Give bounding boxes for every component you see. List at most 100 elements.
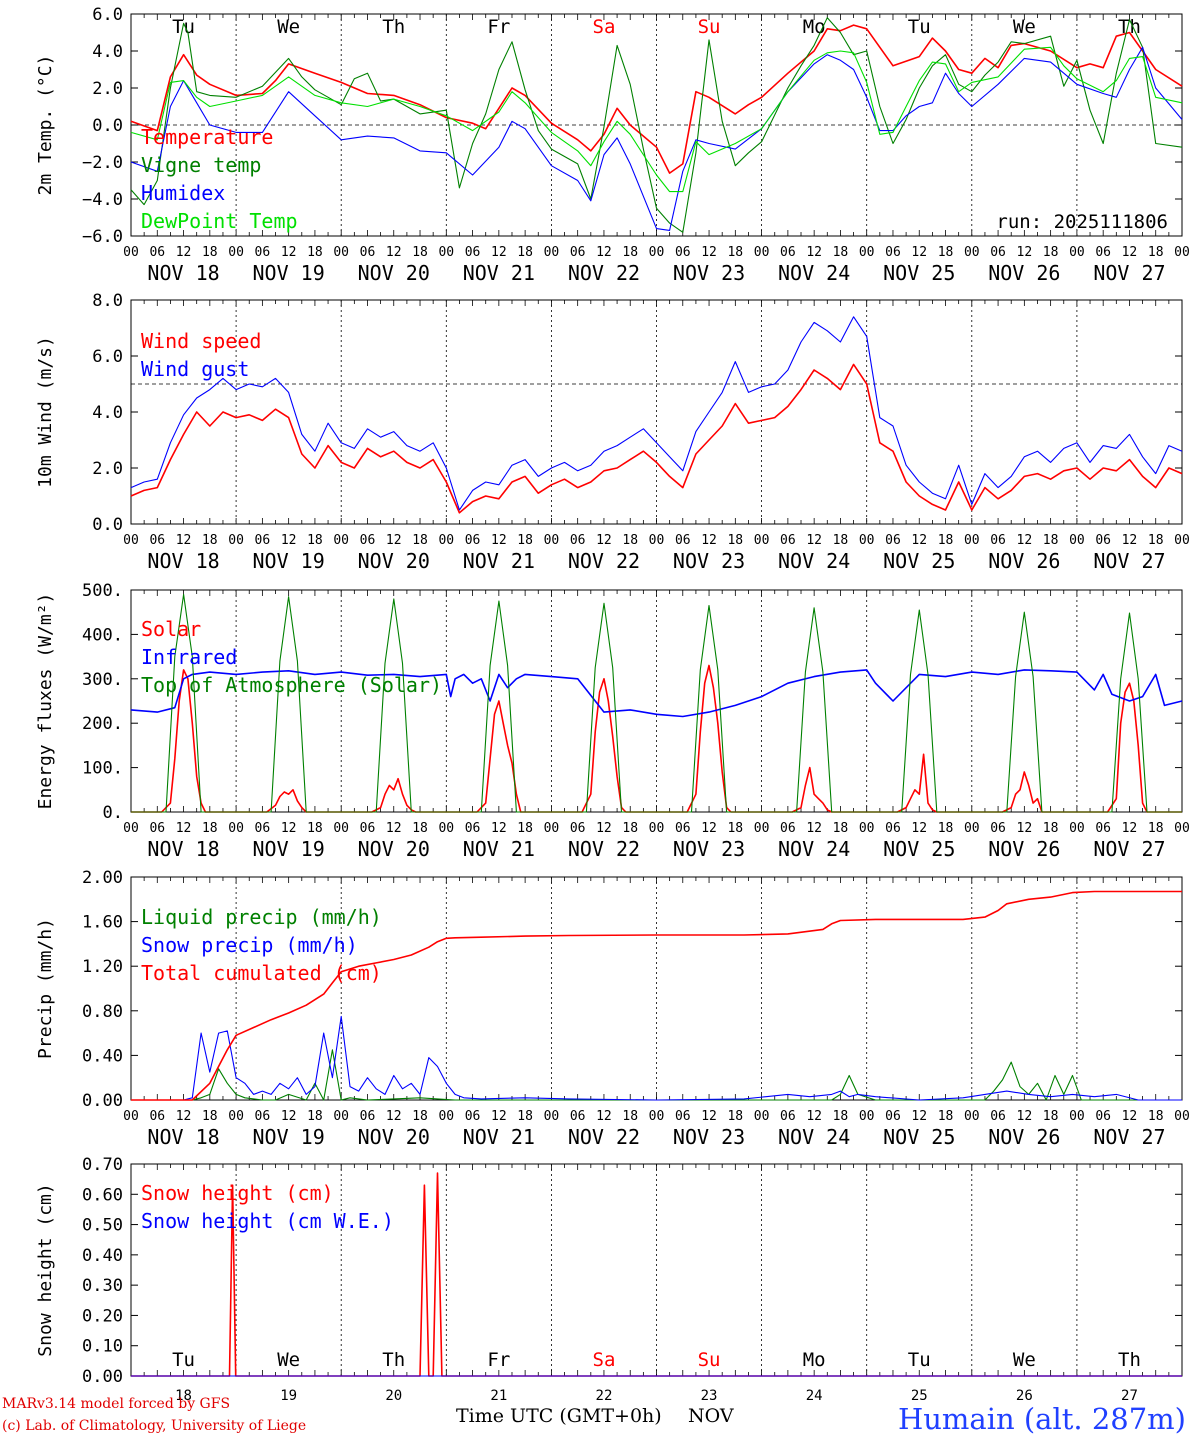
hour-tick-label: 06	[1095, 533, 1111, 548]
hour-tick-label: 06	[149, 245, 165, 260]
hour-tick-label: 12	[1122, 533, 1138, 548]
series-line-liquid-precip-mm-h	[131, 1049, 1182, 1101]
date-label: NOV 26	[988, 261, 1060, 285]
date-label: NOV 24	[778, 1125, 850, 1149]
hour-tick-label: 18	[622, 245, 638, 260]
hour-tick-label: 18	[517, 245, 533, 260]
hour-tick-label: 18	[1148, 533, 1164, 548]
weekday-label: Mo	[803, 1349, 826, 1371]
hour-tick-label: 12	[491, 245, 507, 260]
hour-tick-label: 12	[176, 533, 192, 548]
date-label: NOV 19	[253, 1125, 325, 1149]
hour-tick-label: 06	[780, 1109, 796, 1124]
weekday-label: Sa	[593, 16, 616, 38]
hour-tick-label: 06	[990, 533, 1006, 548]
date-label: NOV 19	[253, 261, 325, 285]
y-tick-label: 4.0	[92, 403, 123, 423]
hour-tick-label: 00	[228, 821, 244, 836]
hour-tick-label: 00	[1069, 1109, 1085, 1124]
hour-tick-label: 18	[412, 1109, 428, 1124]
weekday-label: Su	[698, 1349, 721, 1371]
hour-tick-label: 06	[885, 821, 901, 836]
y-tick-label: 1.60	[82, 913, 123, 933]
hour-tick-label: 00	[123, 1109, 139, 1124]
hour-tick-label: 18	[1148, 821, 1164, 836]
date-label: NOV 18	[147, 837, 219, 861]
hour-tick-label: 06	[465, 533, 481, 548]
hour-tick-label: 06	[990, 1109, 1006, 1124]
legend-entry: Infrared	[141, 645, 237, 669]
hour-tick-label: 00	[754, 533, 770, 548]
hour-tick-label: 18	[938, 533, 954, 548]
hour-tick-label: 00	[333, 533, 349, 548]
hour-tick-label: 12	[596, 533, 612, 548]
y-tick-label: 0.60	[82, 1185, 123, 1205]
y-tick-label: 1.20	[82, 957, 123, 977]
y-tick-label: 0.00	[82, 1367, 123, 1387]
hour-tick-label: 00	[649, 533, 665, 548]
hour-tick-label: 18	[1148, 245, 1164, 260]
hour-tick-label: 06	[990, 245, 1006, 260]
hour-tick-label: 06	[255, 1109, 271, 1124]
hour-tick-label: 06	[675, 533, 691, 548]
hour-tick-label: 12	[176, 1109, 192, 1124]
hour-tick-label: 12	[596, 245, 612, 260]
legend-entry: Vigne temp	[141, 153, 261, 177]
y-tick-label: −4.0	[82, 190, 123, 210]
date-label: NOV 26	[988, 1125, 1060, 1149]
series-line-top-of-atmosphere-solar	[131, 593, 1182, 813]
weekday-label: Mo	[803, 16, 826, 38]
hour-tick-label: 00	[649, 1109, 665, 1124]
legend-entry: Wind gust	[141, 357, 249, 381]
date-label: NOV 24	[778, 261, 850, 285]
hour-tick-label: 12	[701, 533, 717, 548]
hour-tick-label: 00	[754, 245, 770, 260]
weekday-label: Tu	[908, 16, 931, 38]
hour-tick-label: 06	[465, 245, 481, 260]
hour-tick-label: 06	[1095, 821, 1111, 836]
hour-tick-label: 18	[622, 821, 638, 836]
hour-tick-label: 00	[544, 533, 560, 548]
series-line-snow-precip-mm-h	[131, 1015, 1182, 1101]
y-tick-label: 8.0	[92, 291, 123, 311]
hour-tick-label: 12	[806, 245, 822, 260]
hour-tick-label: 00	[964, 1109, 980, 1124]
y-tick-label: 0.50	[82, 1216, 123, 1236]
hour-tick-label: 18	[1043, 821, 1059, 836]
hour-tick-label: 18	[517, 821, 533, 836]
hour-tick-label: 00	[964, 245, 980, 260]
y-tick-label: 6.0	[92, 347, 123, 367]
date-label: NOV 23	[673, 549, 745, 573]
hour-tick-label: 18	[622, 533, 638, 548]
legend-entry: Top of Atmosphere (Solar)	[141, 673, 442, 697]
y-axis-label: 10m Wind (m/s)	[35, 336, 56, 488]
hour-tick-label: 00	[333, 1109, 349, 1124]
day-number-label: 20	[385, 1388, 402, 1400]
hour-tick-label: 12	[701, 821, 717, 836]
hour-tick-label: 00	[1174, 533, 1190, 548]
hour-tick-label: 12	[911, 1109, 927, 1124]
date-label: NOV 21	[463, 1125, 535, 1149]
weekday-label: Fr	[487, 16, 510, 38]
hour-tick-label: 00	[859, 821, 875, 836]
date-label: NOV 21	[463, 549, 535, 573]
hour-tick-label: 12	[491, 821, 507, 836]
y-tick-label: 2.00	[82, 868, 123, 888]
date-label: NOV 25	[883, 261, 955, 285]
date-label: NOV 27	[1093, 261, 1165, 285]
day-number-label: 21	[490, 1388, 507, 1400]
hour-tick-label: 18	[1148, 1109, 1164, 1124]
day-number-label: 24	[806, 1388, 823, 1400]
date-label: NOV 18	[147, 261, 219, 285]
weekday-label: Tu	[908, 1349, 931, 1371]
hour-tick-label: 06	[885, 1109, 901, 1124]
day-number-label: 23	[701, 1388, 718, 1400]
date-label: NOV 25	[883, 1125, 955, 1149]
y-tick-label: 0.0	[92, 116, 123, 136]
hour-tick-label: 00	[123, 821, 139, 836]
hour-tick-label: 00	[438, 245, 454, 260]
weekday-label: Th	[1118, 1349, 1141, 1371]
weekday-label: We	[1013, 1349, 1036, 1371]
hour-tick-label: 12	[281, 1109, 297, 1124]
hour-tick-label: 18	[833, 533, 849, 548]
